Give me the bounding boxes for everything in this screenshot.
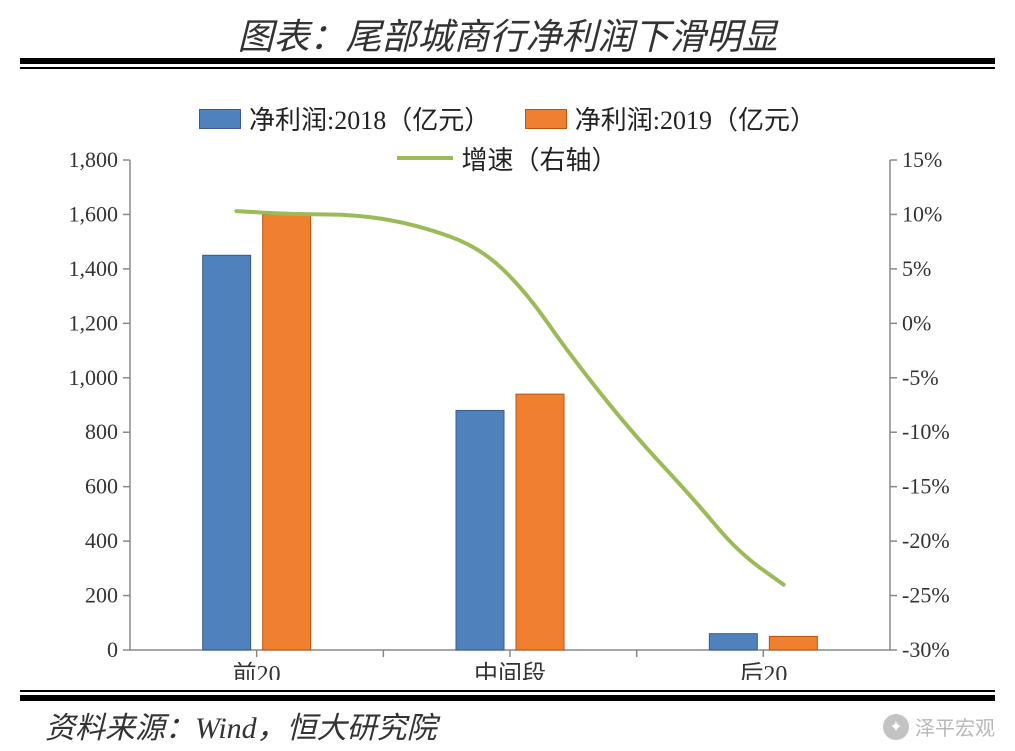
svg-text:-25%: -25% xyxy=(902,583,950,608)
watermark-text: 泽平宏观 xyxy=(915,712,995,741)
rule-top xyxy=(20,58,995,69)
chart-area: 净利润:2018（亿元） 净利润:2019（亿元） 增速（右轴） 0200400… xyxy=(60,100,955,680)
rule-bottom xyxy=(20,690,995,701)
svg-text:200: 200 xyxy=(85,583,118,608)
svg-text:400: 400 xyxy=(85,528,118,553)
svg-text:15%: 15% xyxy=(902,147,942,172)
svg-text:后20: 后20 xyxy=(739,661,787,680)
chart-title: 图表：尾部城商行净利润下滑明显 xyxy=(0,8,1015,60)
svg-text:800: 800 xyxy=(85,419,118,444)
svg-text:600: 600 xyxy=(85,474,118,499)
svg-text:0%: 0% xyxy=(902,310,931,335)
chart-svg: 0 200 400 600 800 1,000 1,200 1,400 1,600 1,800 -3… xyxy=(60,100,955,680)
watermark: ✦ 泽平宏观 xyxy=(883,712,995,741)
svg-text:-15%: -15% xyxy=(902,474,950,499)
svg-text:10%: 10% xyxy=(902,201,942,226)
svg-text:-5%: -5% xyxy=(902,365,939,390)
svg-text:0: 0 xyxy=(107,637,118,662)
svg-text:前20: 前20 xyxy=(233,661,281,680)
wechat-icon: ✦ xyxy=(883,714,909,740)
svg-text:1,400: 1,400 xyxy=(69,256,119,281)
svg-text:-10%: -10% xyxy=(902,419,950,444)
svg-text:1,200: 1,200 xyxy=(69,310,119,335)
svg-text:-30%: -30% xyxy=(902,637,950,662)
svg-text:-20%: -20% xyxy=(902,528,950,553)
svg-text:1,800: 1,800 xyxy=(69,147,119,172)
svg-text:5%: 5% xyxy=(902,256,931,281)
source-text: 资料来源：Wind，恒大研究院 xyxy=(45,703,437,747)
svg-text:1,600: 1,600 xyxy=(69,201,119,226)
svg-text:1,000: 1,000 xyxy=(69,365,119,390)
svg-text:中间段: 中间段 xyxy=(474,661,546,680)
